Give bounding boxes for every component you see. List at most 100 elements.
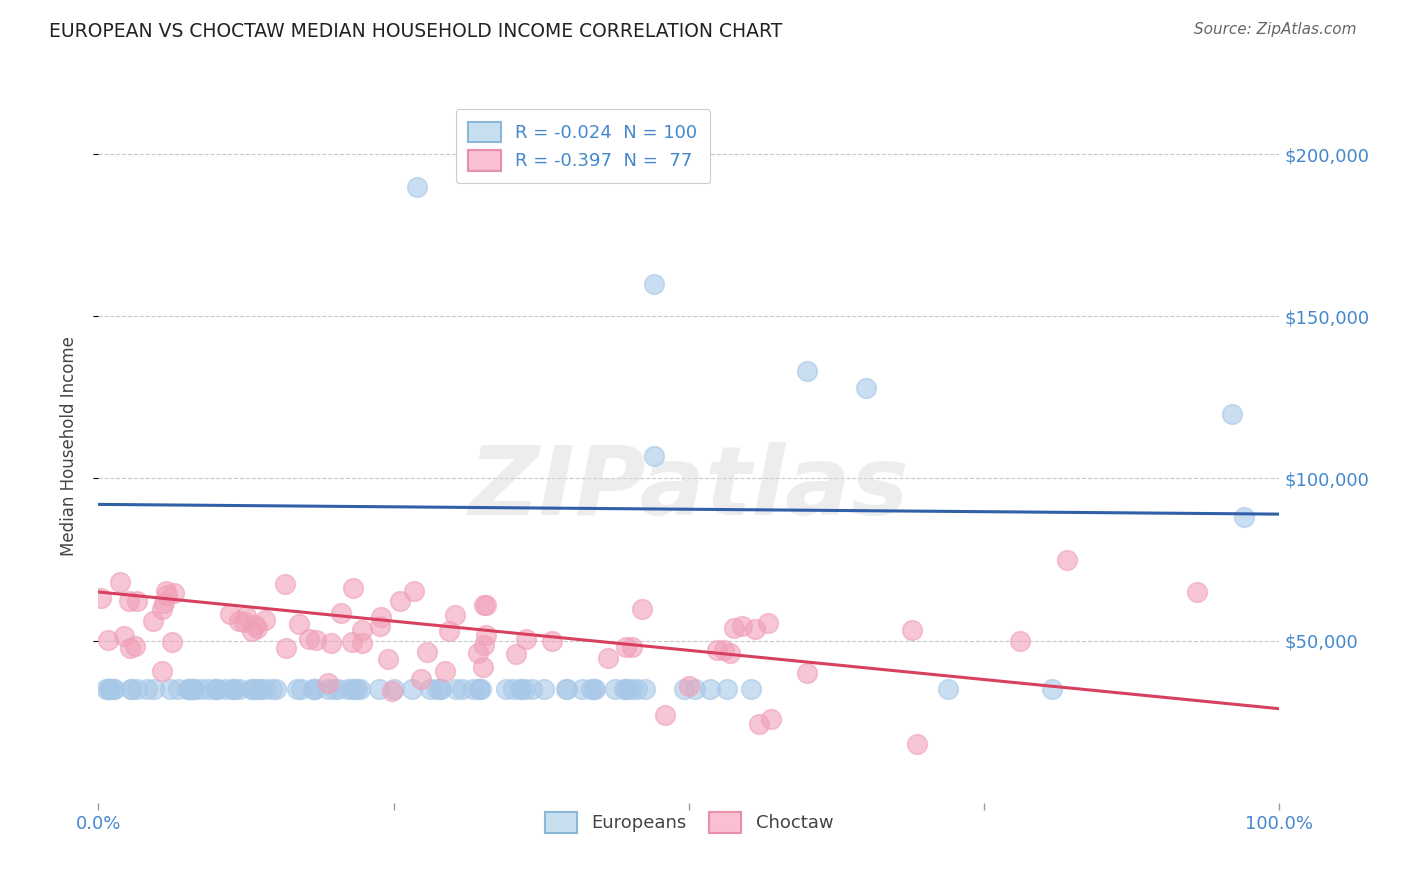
Point [298, 632, 321, 646]
Text: Source: ZipAtlas.com: Source: ZipAtlas.com [1194, 22, 1357, 37]
Point [235, 609, 257, 624]
Point [179, 682, 201, 697]
Point [118, 640, 141, 655]
Point [505, 647, 527, 661]
Point [444, 607, 467, 622]
Point [444, 682, 467, 697]
Point [247, 682, 270, 697]
Point [155, 583, 177, 598]
Point [468, 682, 491, 697]
Point [152, 597, 174, 611]
Point [183, 682, 205, 697]
Point [97, 633, 120, 648]
Point [370, 619, 392, 633]
Point [415, 645, 437, 659]
Point [179, 682, 201, 697]
Point [467, 646, 489, 660]
Point [673, 682, 696, 697]
Point [748, 717, 770, 731]
Point [290, 682, 312, 697]
Point [143, 682, 166, 697]
Point [127, 594, 149, 608]
Point [90, 591, 112, 606]
Point [214, 682, 236, 697]
Point [150, 664, 173, 678]
Point [274, 576, 297, 591]
Point [305, 632, 328, 647]
Point [401, 682, 423, 697]
Point [228, 614, 250, 628]
Point [160, 634, 183, 648]
Point [571, 682, 593, 697]
Text: ZIPatlas: ZIPatlas [468, 442, 910, 535]
Point [616, 682, 638, 697]
Point [179, 682, 201, 697]
Point [1185, 585, 1208, 599]
Point [318, 676, 340, 690]
Point [342, 581, 364, 595]
Point [322, 682, 344, 697]
Point [285, 682, 308, 697]
Point [626, 682, 648, 697]
Point [370, 609, 392, 624]
Point [120, 682, 142, 697]
Point [429, 682, 451, 697]
Point [205, 682, 228, 697]
Point [756, 615, 779, 630]
Point [141, 614, 163, 628]
Point [713, 643, 735, 657]
Point [699, 682, 721, 697]
Point [183, 682, 205, 697]
Point [103, 682, 125, 697]
Y-axis label: Median Household Income: Median Household Income [59, 336, 77, 556]
Point [389, 594, 412, 608]
Point [723, 621, 745, 635]
Point [474, 598, 496, 612]
Point [520, 682, 543, 697]
Point [349, 682, 371, 697]
Point [219, 607, 242, 621]
Point [583, 682, 606, 697]
Point [509, 682, 531, 697]
Point [260, 682, 283, 697]
Point [613, 682, 636, 697]
Point [731, 619, 754, 633]
Point [221, 682, 243, 697]
Point [541, 634, 564, 648]
Point [249, 682, 271, 697]
Point [439, 624, 461, 638]
Text: EUROPEAN VS CHOCTAW MEDIAN HOUSEHOLD INCOME CORRELATION CHART: EUROPEAN VS CHOCTAW MEDIAN HOUSEHOLD INC… [49, 22, 783, 41]
Point [510, 682, 533, 697]
Point [557, 682, 579, 697]
Point [183, 682, 205, 697]
Point [243, 618, 266, 632]
Point [468, 682, 491, 697]
Point [901, 623, 924, 637]
Point [222, 682, 245, 697]
Point [495, 682, 517, 697]
Point [166, 682, 188, 697]
Point [321, 636, 343, 650]
Point [630, 602, 652, 616]
Point [177, 682, 200, 697]
Point [127, 682, 149, 697]
Point [716, 682, 738, 697]
Point [253, 614, 276, 628]
Point [1040, 682, 1063, 697]
Point [583, 682, 606, 697]
Point [1233, 510, 1256, 524]
Point [163, 586, 186, 600]
Point [513, 682, 536, 697]
Point [118, 594, 141, 608]
Point [329, 606, 352, 620]
Point [302, 682, 325, 697]
Point [515, 632, 537, 647]
Point [603, 682, 626, 697]
Point [643, 277, 665, 291]
Point [426, 682, 449, 697]
Point [470, 682, 492, 697]
Point [683, 682, 706, 697]
Point [342, 635, 364, 649]
Point [433, 665, 456, 679]
Point [287, 617, 309, 632]
